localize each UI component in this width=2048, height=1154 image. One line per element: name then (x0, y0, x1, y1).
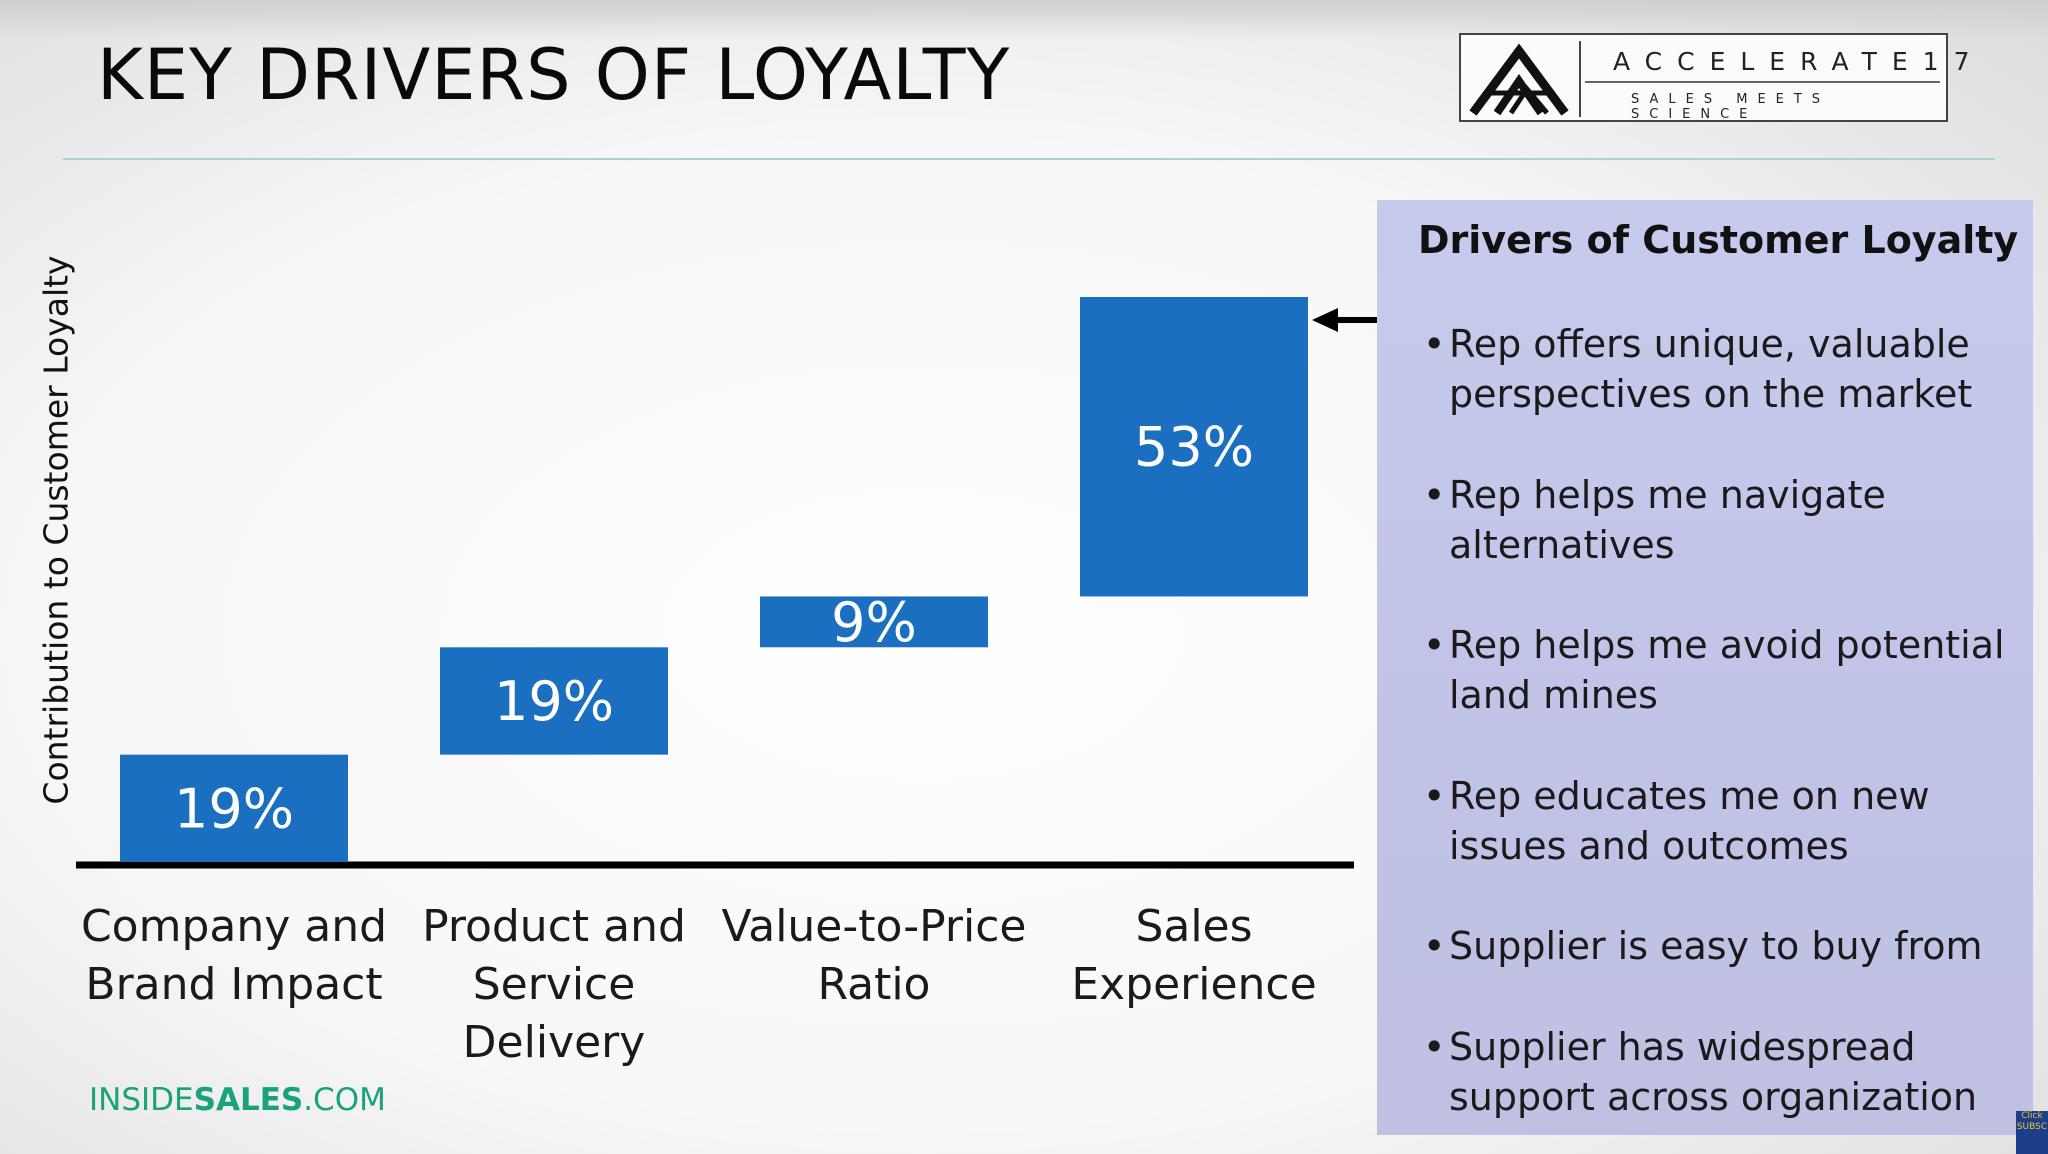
bullet-dot: • (1423, 623, 1446, 667)
bullet-text: Rep helps me avoid potential land mines (1449, 623, 2005, 717)
mountain-logo-icon (1467, 41, 1581, 117)
bullet-dot: • (1423, 924, 1446, 968)
brand-suffix: .COM (303, 1082, 386, 1118)
bar-data-label: 9% (831, 591, 917, 654)
badge-line2: SUBSC (2016, 1122, 2048, 1132)
panel-bullet: • Supplier is easy to buy from (1423, 921, 2009, 971)
bullet-text: Rep offers unique, valuable perspectives… (1449, 322, 1973, 416)
logo-divider (1585, 81, 1940, 83)
brand-prefix: INSIDE (89, 1082, 194, 1118)
panel-title: Drivers of Customer Loyalty (1418, 218, 2019, 262)
accelerate-logo: ACCELERATE17 SALES MEETS SCIENCE (1459, 33, 1970, 122)
bullet-dot: • (1423, 473, 1446, 517)
panel-bullet: • Rep helps me navigate alternatives (1423, 470, 2009, 570)
insidesales-logo: INSIDESALES.COM (89, 1082, 386, 1118)
bullet-text: Rep helps me navigate alternatives (1449, 473, 1886, 567)
bullet-dot: • (1423, 322, 1446, 366)
logo-tagline: SALES MEETS SCIENCE (1631, 92, 1831, 122)
panel-bullet: • Rep helps me avoid potential land mines (1423, 620, 2009, 720)
panel-bullet: • Rep educates me on new issues and outco… (1423, 771, 2009, 871)
bar-data-label: 53% (1134, 416, 1254, 479)
panel-bullet: • Supplier has widespread support across … (1423, 1022, 2009, 1122)
category-label: Value-to-Price Ratio (721, 901, 1027, 1010)
category-label: Product and Service Delivery (422, 901, 686, 1068)
slide-title: KEY DRIVERS OF LOYALTY (97, 34, 1011, 116)
drivers-panel: Drivers of Customer Loyalty • Rep offers … (1377, 200, 2033, 1135)
bullet-text: Supplier has widespread support across o… (1449, 1025, 1978, 1119)
bar-1 (120, 754, 348, 862)
category-label: Company and Brand Impact (80, 901, 388, 1010)
bullet-text: Rep educates me on new issues and outcom… (1449, 774, 1930, 868)
waterfall-chart: 19% 19% 9% 53% (76, 297, 1377, 869)
subscribe-badge[interactable]: Click SUBSC (2016, 1111, 2048, 1154)
bar-data-label: 19% (174, 777, 294, 840)
logo-wordmark: ACCELERATE17 (1613, 47, 1985, 76)
bar-3 (760, 596, 988, 648)
arrow-left-icon (1312, 308, 1338, 332)
title-rule (63, 158, 1995, 160)
bar-4 (1080, 297, 1308, 597)
bullet-text: Supplier is easy to buy from (1449, 924, 1983, 968)
badge-line1: Click (2021, 1111, 2043, 1121)
bar-data-label: 19% (494, 670, 614, 733)
bullet-dot: • (1423, 774, 1446, 818)
bullet-dot: • (1423, 1025, 1446, 1069)
category-label: Sales Experience (1071, 901, 1317, 1010)
brand-bold: SALES (193, 1082, 304, 1118)
bar-2 (440, 647, 668, 755)
panel-bullet: • Rep offers unique, valuable perspective… (1423, 319, 2009, 419)
